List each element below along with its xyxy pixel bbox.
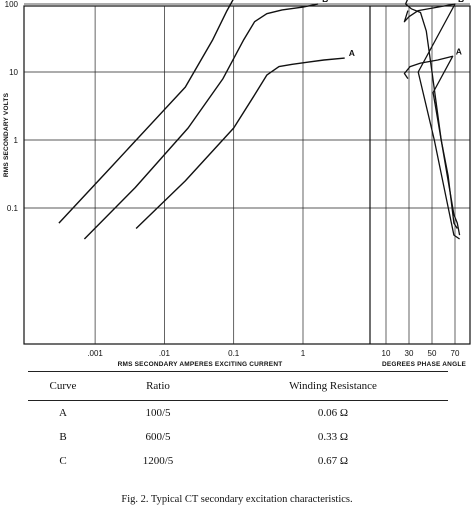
cell-ratio: 1200/5	[142, 455, 174, 467]
curve-b	[83, 3, 319, 240]
cell-ratio: 600/5	[145, 431, 171, 443]
phase-tick-label: 10	[382, 349, 391, 358]
cell-resistance: 0.33 Ω	[317, 431, 349, 443]
x-tick-label: 0.1	[228, 349, 240, 358]
phase-tick-label: 70	[451, 349, 460, 358]
table-header-row: Curve Ratio Winding Resistance	[28, 371, 448, 401]
cell-curve: C	[59, 455, 67, 467]
phase-curve-label-a: A	[456, 46, 462, 56]
col-header-ratio: Ratio	[98, 371, 218, 401]
table-row: A 100/5 0.06 Ω	[28, 401, 448, 426]
y-tick-label: 100	[5, 0, 19, 9]
curve-label-b: B	[322, 0, 328, 4]
curve-a	[135, 57, 345, 230]
phase-axis-label: DEGREES PHASE ANGLE	[382, 361, 467, 368]
excitation-chart: 100 10 1 0.1 .001 .01 0.1 1 10 30 50 70 RMS SECONDAR…	[3, 0, 471, 368]
y-tick-label: 0.1	[7, 204, 19, 213]
plot-frame	[23, 5, 471, 345]
cell-resistance: 0.67 Ω	[317, 455, 349, 467]
y-tick-label: 1	[14, 136, 19, 145]
x-tick-label: 1	[301, 349, 306, 358]
y-axis-label: RMS SECONDARY VOLTS	[3, 92, 10, 177]
x-axis-label: RMS SECONDARY AMPERES EXCITING CURRENT	[118, 361, 283, 368]
figure-caption: Fig. 2. Typical CT secondary excitation …	[121, 494, 353, 505]
cell-curve: B	[59, 431, 67, 443]
col-header-curve: Curve	[28, 371, 98, 401]
phase-curve-label-b: B	[458, 0, 464, 4]
cell-resistance: 0.06 Ω	[317, 407, 349, 419]
cell-ratio: 100/5	[145, 407, 171, 419]
phase-tick-label: 50	[428, 349, 437, 358]
x-tick-label: .01	[159, 349, 171, 358]
col-header-winding-resistance: Winding Resistance	[218, 371, 448, 401]
phase-curve-c	[404, 0, 461, 236]
table-row: B 600/5 0.33 Ω	[28, 425, 448, 449]
phase-tick-label: 30	[405, 349, 414, 358]
table-row: C 1200/5 0.67 Ω	[28, 449, 448, 473]
curve-table: Curve Ratio Winding Resistance A 100/5 0…	[28, 371, 448, 473]
cell-curve: A	[59, 407, 67, 419]
phase-curve-b	[403, 3, 460, 240]
x-tick-label: .001	[87, 349, 103, 358]
curve-label-a: A	[349, 48, 355, 58]
curve-c	[58, 0, 234, 224]
phase-curve-a	[403, 55, 458, 229]
y-tick-label: 10	[9, 68, 18, 77]
